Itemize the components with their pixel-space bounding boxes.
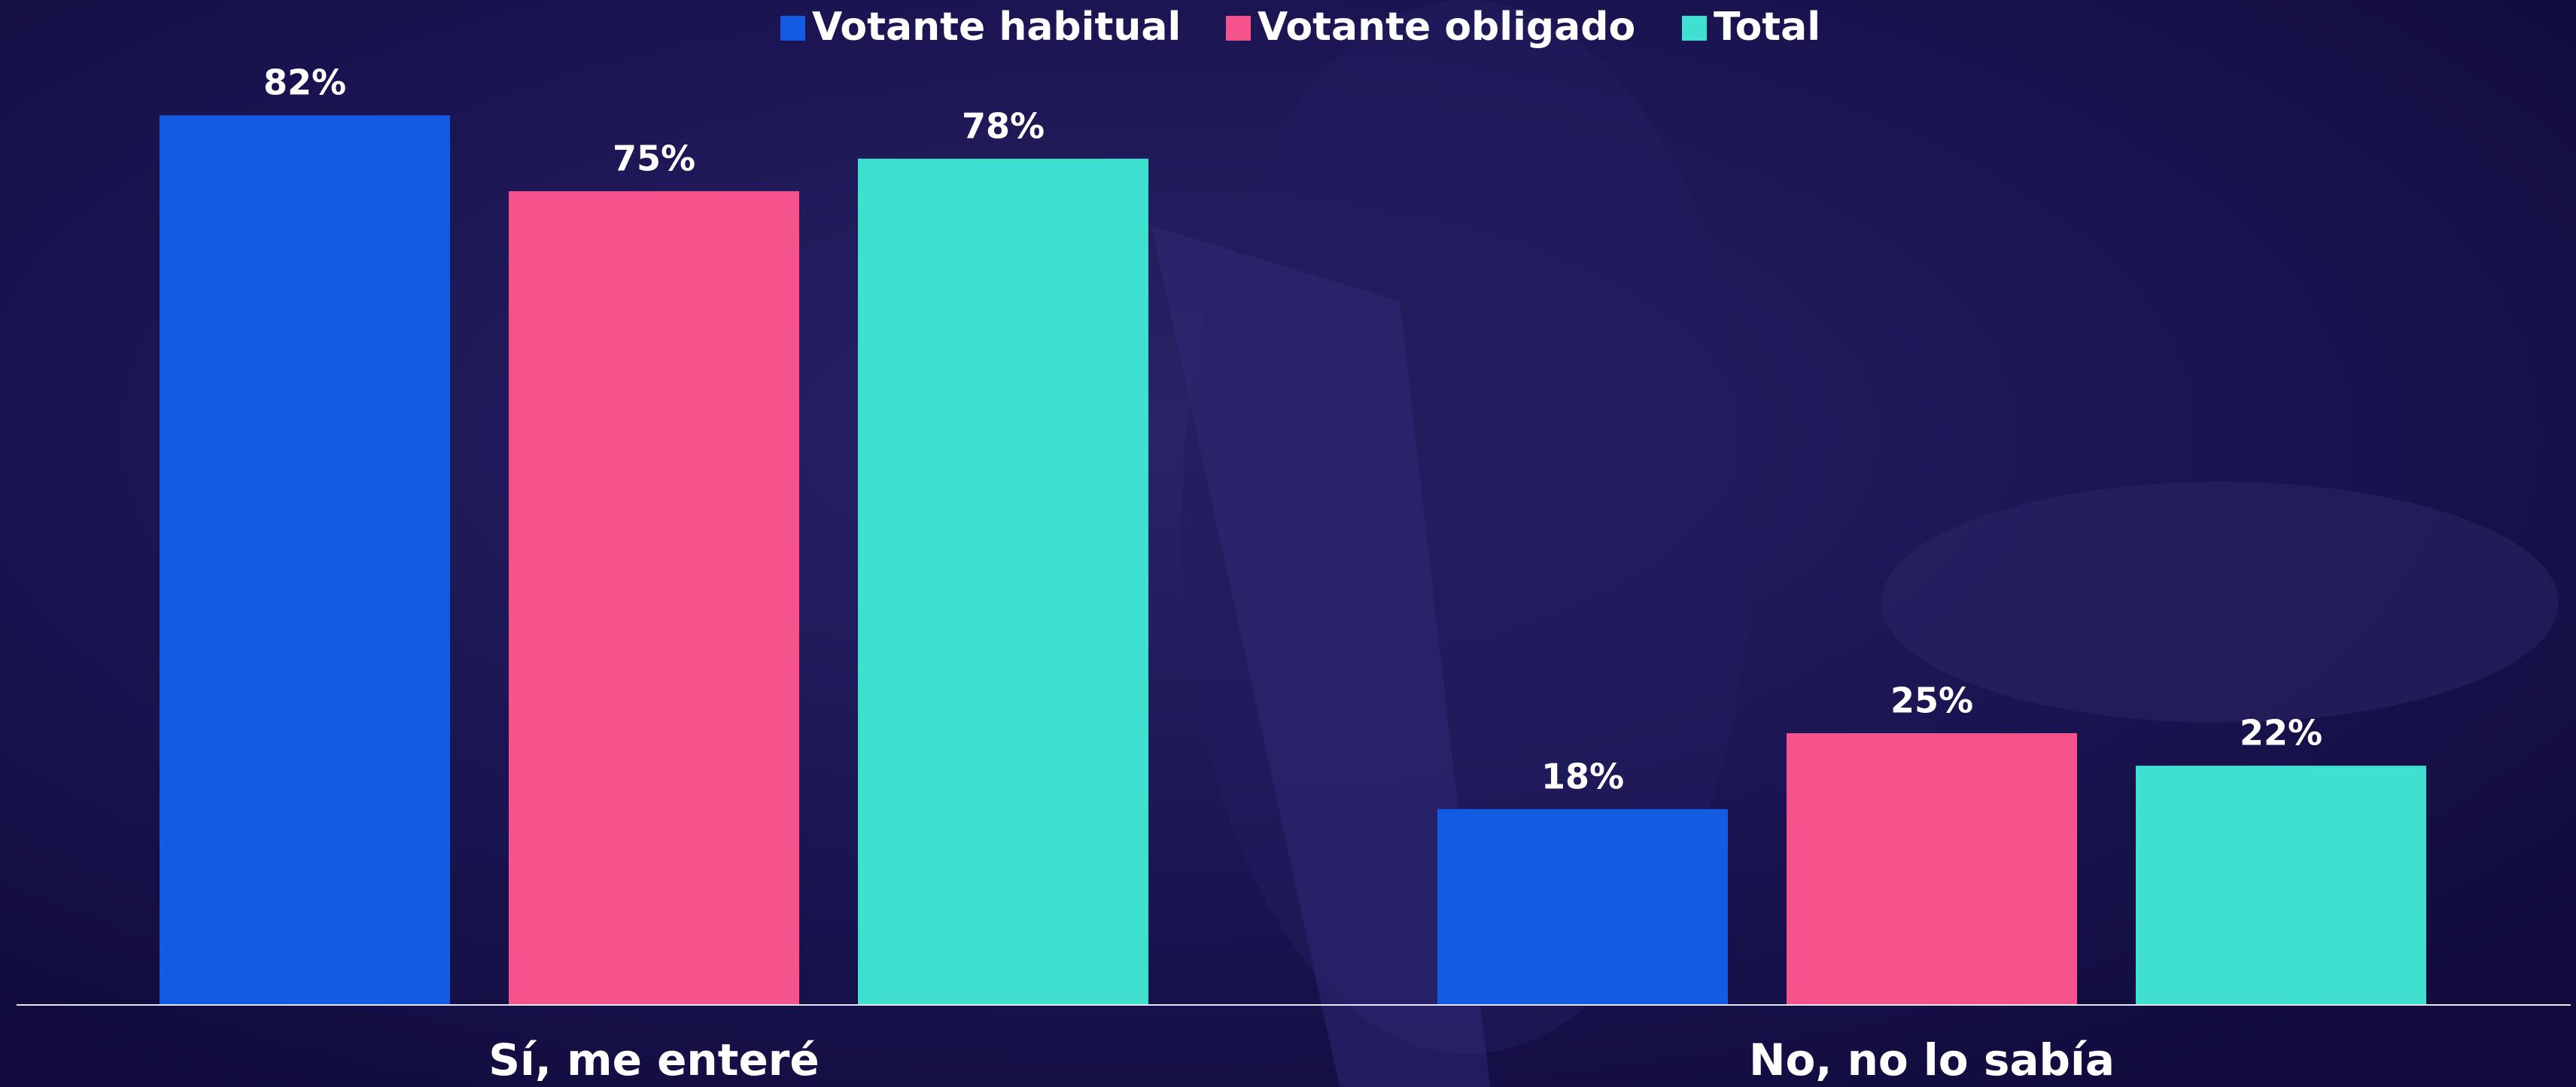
legend-label: Votante obligado <box>1258 5 1635 50</box>
background-shape <box>1881 482 2559 723</box>
value-label: 82% <box>263 62 346 103</box>
x-tick-label: No, no lo sabía <box>1749 1034 2115 1085</box>
legend-marker <box>780 16 805 41</box>
value-label: 78% <box>962 105 1045 146</box>
legend-label: Total <box>1714 5 1820 50</box>
value-label: 25% <box>1890 681 1973 721</box>
x-tick-label: Sí, me enteré <box>488 1034 819 1085</box>
bar <box>1437 808 1728 1004</box>
plot: 82% 75% 78% Sí, me enteré 18% 25% 22% No, no lo… <box>160 62 2426 1085</box>
bar <box>858 158 1148 1004</box>
legend-marker <box>1226 16 1251 41</box>
value-label: 18% <box>1541 756 1624 796</box>
legend: Votante habitual Votante obligado Total <box>780 5 1820 50</box>
value-label: 75% <box>613 139 695 179</box>
bar <box>509 191 799 1004</box>
background-sash <box>1151 226 1490 1087</box>
bar <box>1787 733 2077 1004</box>
value-label: 22% <box>2240 713 2322 754</box>
bar <box>2136 766 2426 1004</box>
legend-marker <box>1682 16 1707 41</box>
legend-label: Votante habitual <box>812 5 1181 50</box>
bar <box>160 115 450 1005</box>
